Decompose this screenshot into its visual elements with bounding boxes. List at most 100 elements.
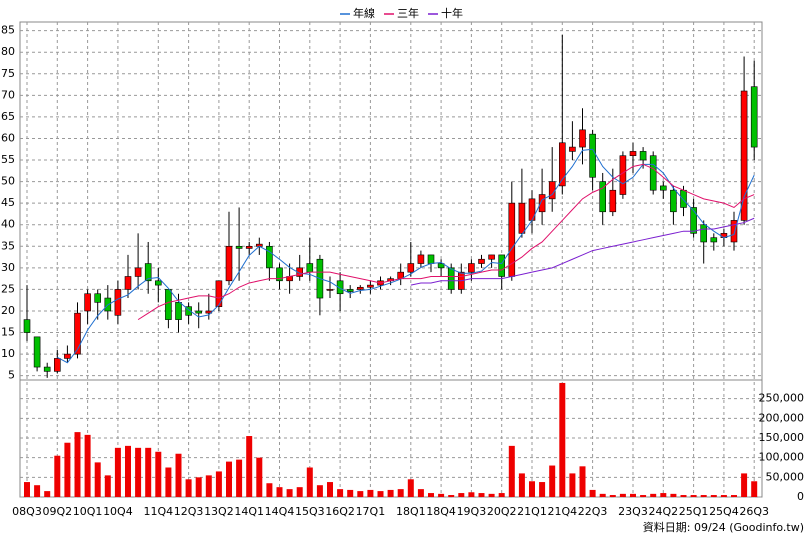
candle-body <box>670 189 677 213</box>
x-tick-label: 14Q4 <box>265 505 295 518</box>
volume-bar <box>195 477 202 497</box>
volume-bar <box>236 459 243 497</box>
volume-bar <box>589 489 596 497</box>
candle-body <box>488 254 495 260</box>
candle-body <box>538 194 546 213</box>
y-tick-label: 10 <box>1 347 15 360</box>
candle-body <box>215 280 223 307</box>
y-tick-label: 15 <box>1 326 15 339</box>
plot-frame <box>19 21 763 498</box>
candle-body <box>245 245 253 249</box>
candle-body <box>23 319 31 333</box>
volume-bar <box>720 495 727 497</box>
legend-label: 年線 <box>353 6 375 20</box>
y2-tick-label: 250,000 <box>759 392 805 405</box>
volume-bar <box>357 491 364 497</box>
y-tick-label: 40 <box>1 218 15 231</box>
candle-body <box>346 289 354 292</box>
x-tick-label: 17Q1 <box>356 505 386 518</box>
candle-body <box>730 220 738 243</box>
x-tick-label: 16Q2 <box>325 505 355 518</box>
candle-body <box>437 263 445 269</box>
volume-bar <box>609 495 616 497</box>
volume-bar <box>367 489 374 497</box>
volume-bar <box>337 489 344 497</box>
volume-bar <box>306 467 313 497</box>
volume-bar <box>700 495 707 497</box>
volume-bar <box>24 482 30 497</box>
volume-bar <box>175 453 182 497</box>
x-tick-label: 12Q3 <box>174 505 204 518</box>
candle-body <box>306 263 314 273</box>
volume-bar <box>508 445 515 497</box>
y-tick-label: 35 <box>1 239 15 252</box>
candle-body <box>407 263 415 273</box>
x-tick-label: 08Q3 <box>12 505 42 518</box>
x-tick-label: 21Q4 <box>547 505 577 518</box>
y-tick-label: 75 <box>1 67 15 80</box>
candle-body <box>417 254 425 264</box>
candle-body <box>579 129 586 148</box>
volume-bar <box>741 473 748 497</box>
candle-body <box>498 254 506 277</box>
candle-body <box>609 189 617 213</box>
x-tick-label: 18Q1 <box>396 505 426 518</box>
candle-body <box>700 224 708 243</box>
y-tick-label: 45 <box>1 196 15 209</box>
y2-tick-label: 0 <box>797 490 804 503</box>
candle-body <box>33 336 41 368</box>
candle-body <box>155 280 162 286</box>
volume-bar <box>104 475 111 497</box>
y-tick-label: 25 <box>1 282 15 295</box>
volume-bar <box>428 493 434 497</box>
volume-bar <box>468 492 475 497</box>
x-tick-label: 24Q2 <box>648 505 678 518</box>
x-tick-label: 09Q2 <box>42 505 72 518</box>
x-tick-label: 15Q3 <box>295 505 325 518</box>
candle-body <box>124 276 132 290</box>
volume-bar <box>246 436 253 497</box>
volume-bar <box>619 493 626 497</box>
volume-bar <box>417 489 424 497</box>
legend-label: 十年 <box>441 6 463 20</box>
candle-body <box>53 358 61 372</box>
volume-bar <box>731 495 737 497</box>
x-tick-label: 20Q2 <box>487 505 517 518</box>
candle-body <box>710 237 718 243</box>
candle-body <box>356 286 364 290</box>
x-tick-label: 10Q4 <box>103 505 133 518</box>
y-tick-label: 30 <box>1 261 15 274</box>
y-tick-label: 60 <box>1 131 15 144</box>
x-tick-label: 25Q1 <box>679 505 709 518</box>
x-tick-label: 23Q3 <box>618 505 648 518</box>
x-tick-label: 25Q4 <box>709 505 739 518</box>
volume-bar <box>226 461 232 497</box>
volume-bar <box>478 493 485 497</box>
candle-body <box>558 142 566 187</box>
candle-body <box>326 289 334 291</box>
candle-body <box>740 90 748 221</box>
volume-bar <box>377 491 384 497</box>
candle-body <box>659 185 667 191</box>
y-tick-label: 80 <box>1 45 15 58</box>
volume-bar <box>215 471 222 497</box>
x-tick-label: 18Q4 <box>426 505 456 518</box>
volume-bar <box>64 442 71 497</box>
volume-bar <box>680 495 687 497</box>
candle-body <box>235 245 243 249</box>
volume-bar <box>316 485 323 497</box>
y2-tick-label: 200,000 <box>759 411 805 424</box>
volume-bar <box>205 475 212 497</box>
volume-bar <box>650 493 657 497</box>
volume-bar <box>347 489 354 497</box>
y-tick-label: 85 <box>1 24 15 37</box>
volume-bar <box>114 447 121 497</box>
candle-body <box>518 202 526 234</box>
candle-body <box>690 207 697 234</box>
volume-bar <box>630 493 636 497</box>
candle-body <box>144 263 152 282</box>
candle-body <box>266 245 273 269</box>
y-tick-label: 65 <box>1 110 15 123</box>
volume-bar <box>296 487 303 497</box>
